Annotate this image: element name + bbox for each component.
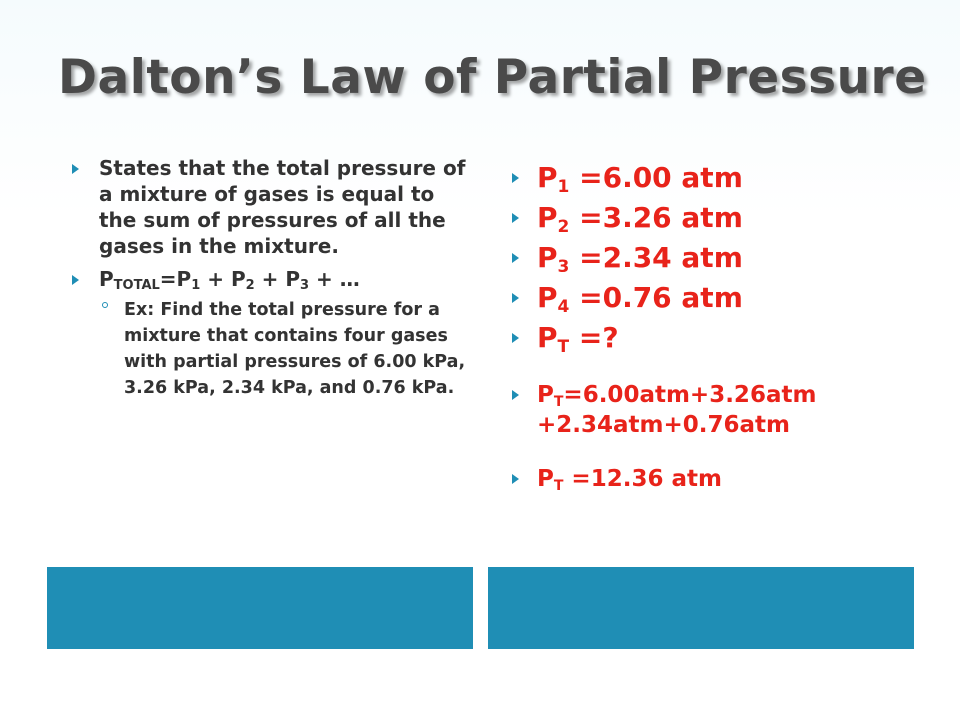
pressure-item-2: P2 =3.26 atm: [512, 198, 912, 238]
formula-eq: =P: [159, 267, 192, 291]
slide-title: Dalton’s Law of Partial Pressure: [58, 50, 927, 105]
sub-bullet-circle-icon: [102, 302, 108, 308]
sum-text: =6.00atm+3.26atm +2.34atm+0.76atm: [537, 382, 817, 438]
pressure-item-1: P1 =6.00 atm: [512, 158, 912, 198]
bullet-arrow-icon: [72, 275, 79, 285]
example-text: Ex: Find the total pressure for a mixtur…: [124, 300, 466, 398]
p-symbol: P: [537, 321, 558, 354]
definition-text: States that the total pressure of a mixt…: [99, 156, 466, 258]
p-sub: 1: [557, 177, 570, 197]
left-column: States that the total pressure of a mixt…: [72, 155, 467, 401]
bullet-arrow-icon: [512, 293, 519, 303]
bullet-arrow-icon: [512, 173, 519, 183]
pressure-item-3: P3 =2.34 atm: [512, 238, 912, 278]
p-value: =?: [569, 321, 619, 354]
p-value: =3.26 atm: [569, 201, 743, 234]
result-text: =12.36 atm: [563, 466, 722, 492]
p-symbol: P: [537, 201, 558, 234]
p-sub: 4: [557, 297, 570, 317]
p-value: =6.00 atm: [569, 161, 743, 194]
result-equation: PT =12.36 atm: [512, 464, 912, 494]
right-footer-panel: [488, 567, 914, 649]
formula-sub-3: 3: [300, 278, 310, 293]
example-bullet: Ex: Find the total pressure for a mixtur…: [72, 297, 467, 401]
p-value: =2.34 atm: [569, 241, 743, 274]
bullet-arrow-icon: [512, 474, 519, 484]
formula-total-sub: TOTAL: [113, 278, 160, 293]
formula-tail: + …: [309, 267, 360, 291]
p-symbol: P: [537, 466, 554, 492]
p-symbol: P: [537, 241, 558, 274]
formula-sub-1: 1: [191, 278, 201, 293]
p-sub: T: [553, 478, 564, 494]
p-value: =0.76 atm: [569, 281, 743, 314]
formula-sub-2: 2: [245, 278, 255, 293]
formula-p: P: [99, 267, 114, 291]
p-sub: 3: [557, 257, 570, 277]
p-sub: T: [553, 394, 564, 410]
formula-plus-1: + P: [200, 267, 246, 291]
pressure-item-4: P4 =0.76 atm: [512, 278, 912, 318]
p-symbol: P: [537, 382, 554, 408]
bullet-arrow-icon: [512, 213, 519, 223]
p-symbol: P: [537, 281, 558, 314]
pressure-item-total: PT =?: [512, 318, 912, 358]
p-sub: T: [557, 337, 570, 357]
p-sub: 2: [557, 217, 570, 237]
right-column: P1 =6.00 atm P2 =3.26 atm P3 =2.34 atm P…: [512, 158, 912, 494]
bullet-arrow-icon: [512, 253, 519, 263]
formula-plus-2: + P: [254, 267, 300, 291]
bullet-arrow-icon: [512, 333, 519, 343]
bullet-arrow-icon: [512, 390, 519, 400]
definition-bullet: States that the total pressure of a mixt…: [72, 155, 467, 259]
bullet-arrow-icon: [72, 164, 79, 174]
p-symbol: P: [537, 161, 558, 194]
left-footer-panel: [47, 567, 473, 649]
sum-equation: PT=6.00atm+3.26atm +2.34atm+0.76atm: [512, 380, 912, 440]
formula-bullet: PTOTAL=P1 + P2 + P3 + …: [72, 265, 467, 293]
